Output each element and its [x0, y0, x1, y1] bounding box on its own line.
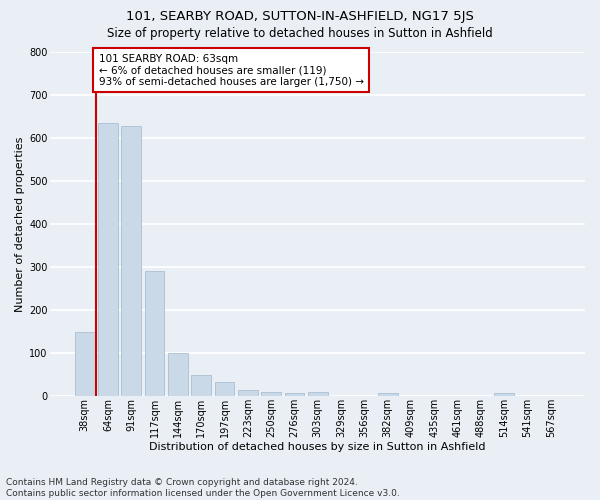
Bar: [215, 382, 235, 396]
Bar: [378, 393, 398, 396]
Bar: [284, 392, 304, 396]
Bar: [191, 376, 211, 396]
Y-axis label: Number of detached properties: Number of detached properties: [15, 136, 25, 312]
Bar: [75, 332, 95, 396]
Bar: [121, 126, 141, 396]
X-axis label: Distribution of detached houses by size in Sutton in Ashfield: Distribution of detached houses by size …: [149, 442, 486, 452]
Text: 101 SEARBY ROAD: 63sqm
← 6% of detached houses are smaller (119)
93% of semi-det: 101 SEARBY ROAD: 63sqm ← 6% of detached …: [98, 54, 364, 87]
Bar: [98, 122, 118, 396]
Bar: [494, 392, 514, 396]
Text: Contains HM Land Registry data © Crown copyright and database right 2024.
Contai: Contains HM Land Registry data © Crown c…: [6, 478, 400, 498]
Bar: [308, 392, 328, 396]
Text: Size of property relative to detached houses in Sutton in Ashfield: Size of property relative to detached ho…: [107, 28, 493, 40]
Bar: [168, 352, 188, 396]
Bar: [238, 390, 258, 396]
Bar: [145, 271, 164, 396]
Bar: [261, 392, 281, 396]
Text: 101, SEARBY ROAD, SUTTON-IN-ASHFIELD, NG17 5JS: 101, SEARBY ROAD, SUTTON-IN-ASHFIELD, NG…: [126, 10, 474, 23]
